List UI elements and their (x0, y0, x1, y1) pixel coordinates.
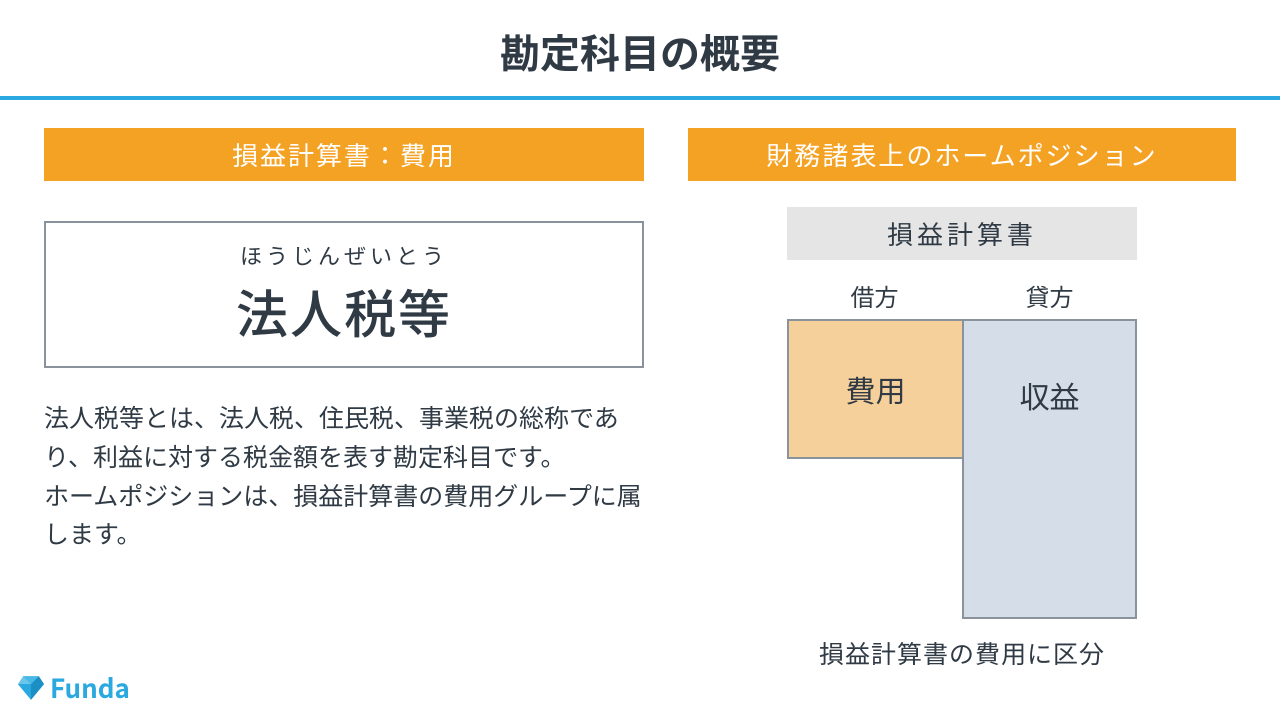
diagram-caption: 損益計算書の費用に区分 (819, 635, 1105, 671)
left-column: 損益計算書：費用 ほうじんぜいとう 法人税等 法人税等とは、法人税、住民税、事業… (44, 128, 644, 671)
revenue-box: 収益 (962, 319, 1137, 619)
right-column: 財務諸表上のホームポジション 損益計算書 借方 貸方 費用 収益 損益計算書の費… (688, 128, 1236, 671)
credit-label: 貸方 (962, 278, 1137, 313)
debit-credit-labels: 借方 貸方 (787, 278, 1137, 313)
term-description: 法人税等とは、法人税、住民税、事業税の総称であり、利益に対する税金額を表す勘定科… (44, 398, 644, 553)
brand-logo: Funda (18, 669, 130, 706)
diamond-icon (18, 676, 44, 700)
term-main: 法人税等 (46, 273, 642, 348)
term-furigana: ほうじんぜいとう (46, 239, 642, 271)
expense-box: 費用 (787, 319, 962, 459)
debit-column: 費用 (787, 319, 962, 619)
page-title: 勘定科目の概要 (0, 0, 1280, 96)
brand-name: Funda (50, 669, 130, 706)
pl-diagram: 費用 収益 (787, 319, 1137, 619)
credit-column: 収益 (962, 319, 1137, 619)
content-area: 損益計算書：費用 ほうじんぜいとう 法人税等 法人税等とは、法人税、住民税、事業… (0, 100, 1280, 671)
left-section-header: 損益計算書：費用 (44, 128, 644, 181)
term-box: ほうじんぜいとう 法人税等 (44, 221, 644, 368)
diagram-wrap: 損益計算書 借方 貸方 費用 収益 損益計算書の費用に区分 (688, 207, 1236, 671)
debit-label: 借方 (787, 278, 962, 313)
right-section-header: 財務諸表上のホームポジション (688, 128, 1236, 181)
pl-statement-header: 損益計算書 (787, 207, 1137, 260)
